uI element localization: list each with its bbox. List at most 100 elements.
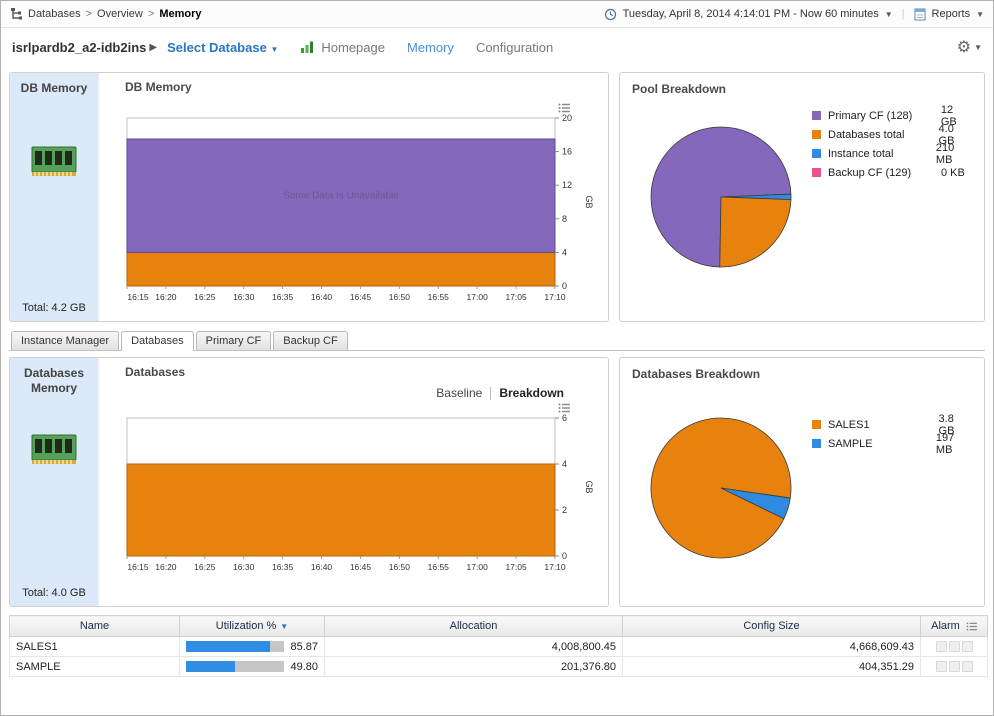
legend-value: 3.8 GB bbox=[938, 412, 955, 437]
column-header-name[interactable]: Name bbox=[9, 615, 180, 637]
main-content: DB Memory Total: 4.2 GB bbox=[1, 66, 993, 677]
cell-name: SAMPLE bbox=[9, 656, 180, 677]
legend-swatch bbox=[812, 130, 821, 139]
alarm-indicator bbox=[948, 641, 960, 652]
legend-label: SAMPLE bbox=[828, 437, 873, 450]
tab-primary-cf[interactable]: Primary CF bbox=[195, 331, 272, 350]
breadcrumb-overview[interactable]: Overview bbox=[97, 8, 143, 20]
tab-backup-cf[interactable]: Backup CF bbox=[273, 331, 348, 350]
nav-memory[interactable]: Memory bbox=[406, 39, 454, 55]
chart-menu-icon[interactable] bbox=[558, 403, 570, 413]
nav-configuration[interactable]: Configuration bbox=[475, 39, 554, 55]
chevron-down-icon[interactable]: ▼ bbox=[976, 9, 984, 19]
chevron-down-icon[interactable]: ▼ bbox=[884, 9, 893, 19]
pool-breakdown-pie-chart bbox=[650, 126, 792, 268]
cell-alarm bbox=[920, 636, 988, 657]
homepage-icon bbox=[301, 41, 314, 53]
db-memory-chart-section: DB Memory 0 4 8 12 16 20 GB 16:15 16:20 16:25 16:3… bbox=[99, 73, 608, 321]
alarm-indicator bbox=[935, 661, 947, 672]
svg-text:0: 0 bbox=[562, 281, 567, 291]
memory-icon bbox=[15, 142, 93, 182]
column-header-config-size[interactable]: Config Size bbox=[622, 615, 921, 637]
memory-icon bbox=[15, 430, 93, 470]
table-row[interactable]: SALES1 85.87 4,008,800.45 4,668,609.43 bbox=[9, 636, 988, 657]
databases-breakdown-legend: SALES1 3.8 GB SAMPLE 197 MB bbox=[812, 412, 972, 456]
sidebar-title: DB Memory bbox=[20, 81, 88, 95]
utilization-bar-track bbox=[186, 641, 284, 652]
legend-value: 12 GB bbox=[940, 103, 957, 128]
svg-text:GB: GB bbox=[584, 480, 593, 493]
chevron-right-icon[interactable]: ▶ bbox=[149, 41, 158, 53]
databases-table: Name Utilization % ▼ Allocation Config Si… bbox=[9, 615, 988, 677]
alarm-indicator bbox=[961, 661, 973, 672]
legend-swatch bbox=[812, 111, 821, 120]
legend-value: 197 MB bbox=[935, 431, 955, 456]
svg-text:6: 6 bbox=[562, 414, 567, 423]
nav-homepage[interactable]: Homepage bbox=[321, 39, 385, 55]
svg-text:16:40: 16:40 bbox=[311, 292, 333, 302]
legend-swatch bbox=[812, 168, 821, 177]
cell-utilization: 85.87 bbox=[179, 636, 325, 657]
databases-breakdown-title: Databases Breakdown bbox=[632, 367, 761, 381]
sidebar-title: Databases Memory bbox=[23, 366, 85, 395]
legend-item: Primary CF (128) 12 GB bbox=[812, 103, 972, 128]
legend-label: Backup CF (129) bbox=[828, 166, 912, 179]
baseline-toggle[interactable]: Baseline bbox=[436, 386, 483, 400]
breakdown-toggle[interactable]: Breakdown bbox=[499, 386, 564, 400]
legend-value: 4.0 GB bbox=[938, 122, 955, 147]
legend-label: SALES1 bbox=[828, 418, 870, 431]
utilization-bar-track bbox=[186, 661, 284, 672]
chart-menu-icon[interactable] bbox=[558, 103, 570, 113]
svg-text:16:15: 16:15 bbox=[127, 562, 149, 572]
gear-icon: ⚙ bbox=[956, 39, 972, 56]
breadcrumb-databases[interactable]: Databases bbox=[28, 8, 81, 20]
svg-text:8: 8 bbox=[562, 214, 567, 224]
svg-text:4: 4 bbox=[562, 459, 567, 469]
svg-text:12: 12 bbox=[562, 180, 572, 190]
divider bbox=[490, 386, 492, 400]
svg-text:16:55: 16:55 bbox=[428, 292, 450, 302]
svg-text:16:20: 16:20 bbox=[155, 292, 177, 302]
cell-allocation: 4,008,800.45 bbox=[324, 636, 623, 657]
alarm-indicator bbox=[948, 661, 960, 672]
time-range-selector[interactable]: Tuesday, April 8, 2014 4:14:01 PM - Now … bbox=[622, 8, 879, 20]
legend-value: 0 KB bbox=[941, 166, 965, 179]
alarm-indicator bbox=[935, 641, 947, 652]
table-menu-icon[interactable] bbox=[966, 621, 977, 631]
svg-text:16:50: 16:50 bbox=[389, 562, 411, 572]
cell-config-size: 404,351.29 bbox=[622, 656, 921, 677]
svg-text:17:00: 17:00 bbox=[467, 292, 489, 302]
svg-text:16:45: 16:45 bbox=[350, 292, 372, 302]
tab-instance-manager[interactable]: Instance Manager bbox=[11, 331, 120, 350]
legend-label: Databases total bbox=[828, 128, 905, 141]
select-database-dropdown[interactable]: Select Database ▼ bbox=[167, 39, 279, 55]
table-row[interactable]: SAMPLE 49.80 201,376.80 404,351.29 bbox=[9, 656, 988, 677]
legend-item: SAMPLE 197 MB bbox=[812, 431, 972, 456]
settings-gear[interactable]: ⚙ ▼ bbox=[956, 39, 982, 56]
pool-breakdown-title: Pool Breakdown bbox=[632, 82, 727, 96]
column-header-allocation[interactable]: Allocation bbox=[324, 615, 623, 637]
legend-label: Primary CF (128) bbox=[828, 109, 913, 122]
svg-text:GB: GB bbox=[584, 195, 593, 208]
table-header-row: Name Utilization % ▼ Allocation Config Si… bbox=[9, 615, 988, 637]
column-header-alarm[interactable]: Alarm bbox=[920, 615, 988, 637]
legend-swatch bbox=[812, 420, 821, 429]
svg-text:16:55: 16:55 bbox=[428, 562, 450, 572]
tab-databases[interactable]: Databases bbox=[121, 331, 194, 351]
svg-text:2: 2 bbox=[562, 505, 567, 515]
databases-memory-total: Total: 4.0 GB bbox=[22, 587, 86, 599]
legend-swatch bbox=[812, 149, 821, 158]
svg-text:4: 4 bbox=[562, 247, 567, 257]
svg-text:17:00: 17:00 bbox=[467, 562, 489, 572]
instance-selector[interactable]: isrlpardb2_a2-idb2ins bbox=[12, 39, 147, 55]
cell-name: SALES1 bbox=[9, 636, 180, 657]
reports-button[interactable]: Reports bbox=[931, 8, 971, 20]
svg-text:20: 20 bbox=[562, 114, 572, 123]
svg-text:16:25: 16:25 bbox=[194, 562, 216, 572]
clock-icon bbox=[604, 8, 616, 20]
svg-text:17:10: 17:10 bbox=[544, 562, 566, 572]
cell-config-size: 4,668,609.43 bbox=[622, 636, 921, 657]
column-header-utilization[interactable]: Utilization % ▼ bbox=[179, 615, 325, 637]
svg-text:16:45: 16:45 bbox=[350, 562, 372, 572]
